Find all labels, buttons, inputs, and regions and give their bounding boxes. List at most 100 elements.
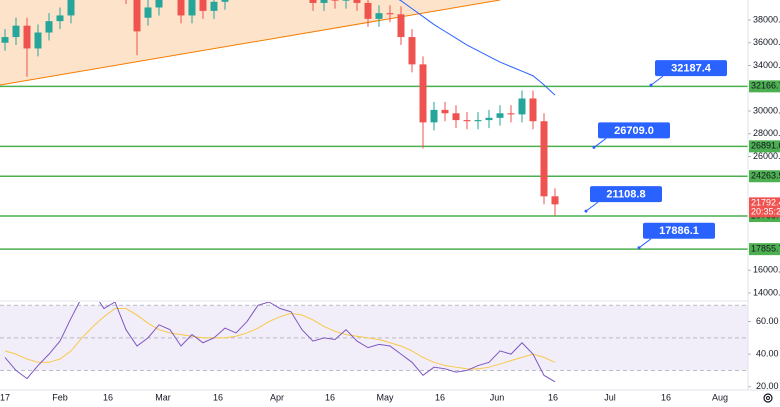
level-label: 32166.7	[751, 81, 780, 91]
candle-body	[463, 120, 471, 122]
candle-body	[1, 37, 9, 43]
candle-body	[12, 25, 20, 38]
last-price-label: 21792.4	[751, 198, 780, 208]
x-tick-label: 16	[548, 392, 558, 402]
candle-body	[188, 0, 196, 16]
candle-body	[430, 109, 438, 123]
candle-body	[177, 0, 185, 16]
candle-body	[386, 13, 394, 15]
candle-body	[529, 98, 537, 122]
candle-body	[507, 113, 515, 115]
level-label-box	[749, 80, 780, 93]
x-tick-label: Aug	[712, 392, 728, 402]
callout-leader	[585, 201, 599, 212]
y-tick-label: 38000.0	[753, 14, 780, 24]
callout-anchor	[584, 209, 588, 213]
callout-leader	[650, 75, 664, 86]
candle-body	[331, 0, 339, 1]
x-tick-label: 16	[435, 392, 445, 402]
rsi-tick-label: 40.00	[756, 349, 779, 359]
x-tick-label: 16	[213, 392, 223, 402]
candle-body	[397, 14, 405, 38]
callout-anchor	[649, 83, 653, 87]
level-label-box	[749, 140, 780, 153]
candle-body	[364, 2, 372, 19]
countdown: 20:35:2	[751, 207, 780, 217]
x-tick-label: Apr	[270, 392, 284, 402]
candle-body	[210, 1, 218, 11]
x-tick-label: 17	[0, 392, 10, 402]
callout-box	[655, 60, 727, 77]
candle-body	[67, 0, 75, 16]
candle-body	[45, 21, 53, 33]
rsi-pane	[0, 302, 748, 383]
x-tick-label: 16	[103, 392, 113, 402]
candle-body	[34, 32, 42, 49]
x-tick-label: Feb	[52, 392, 68, 402]
x-tick-label: 16	[661, 392, 671, 402]
y-tick-label: 30000.0	[753, 105, 780, 115]
y-tick-label: 34000.0	[753, 60, 780, 70]
candle-body	[518, 98, 526, 115]
settings-icon[interactable]	[763, 393, 773, 403]
x-tick-label: May	[376, 392, 394, 402]
rsi-line	[4, 302, 556, 383]
level-label: 26891.0	[751, 141, 780, 151]
x-tick-label: 16	[325, 392, 335, 402]
x-tick-label: Jul	[604, 392, 616, 402]
candle-body	[375, 13, 383, 19]
callout-label: 26709.0	[614, 125, 654, 137]
moving-average	[398, 0, 556, 96]
trend-line	[0, 0, 501, 86]
candle-body	[474, 120, 482, 122]
candle-body	[496, 113, 504, 118]
candle-body	[342, 0, 350, 1]
candle-body	[485, 117, 493, 121]
callout-box	[590, 186, 662, 203]
candle-body	[408, 37, 416, 65]
callout-leader	[593, 138, 607, 148]
level-label-box	[749, 170, 780, 183]
candle-body	[56, 15, 64, 22]
axes: 38000.0 36000.0 34000.0 30000.0 28000.0 26000…	[0, 14, 780, 402]
candle-body	[309, 0, 317, 3]
callout-label: 32187.4	[671, 63, 712, 75]
x-tick-label: Mar	[155, 392, 171, 402]
y-tick-label: 14000.0	[753, 287, 780, 297]
level-label-box	[749, 243, 780, 256]
callout-label: 17886.1	[659, 225, 699, 237]
callout-leader	[638, 238, 652, 249]
callout-box	[643, 222, 715, 239]
price-pane	[0, 0, 748, 250]
x-tick-label: Jun	[490, 392, 505, 402]
candle-body	[221, 0, 229, 2]
candle-body	[23, 25, 31, 49]
last-price-box	[749, 197, 780, 218]
callout-box	[598, 122, 670, 139]
candle-body	[133, 0, 141, 32]
candle-body	[155, 0, 163, 8]
candle-body	[353, 0, 361, 3]
rsi-ma-line	[4, 308, 556, 370]
candle-body	[419, 64, 427, 123]
candle-body	[540, 121, 548, 197]
callout-anchor	[592, 145, 596, 149]
candle-body	[452, 113, 460, 121]
level-label: 17855.7	[751, 244, 780, 254]
rsi-tick-label: 60.00	[756, 316, 779, 326]
candle-body	[441, 109, 449, 114]
callout-anchor	[637, 246, 641, 250]
candle-body	[551, 196, 559, 205]
y-tick-label: 28000.0	[753, 128, 780, 138]
candle-body	[199, 0, 207, 11]
candle-body	[320, 0, 328, 3]
level-label: 24263.9	[751, 171, 780, 181]
callout-label: 21108.8	[606, 189, 645, 201]
y-tick-label: 36000.0	[753, 37, 780, 47]
y-tick-label: 26000.0	[753, 151, 780, 161]
rsi-tick-label: 20.00	[756, 381, 779, 391]
candle-body	[144, 7, 152, 18]
y-tick-label: 16000.0	[753, 265, 780, 275]
